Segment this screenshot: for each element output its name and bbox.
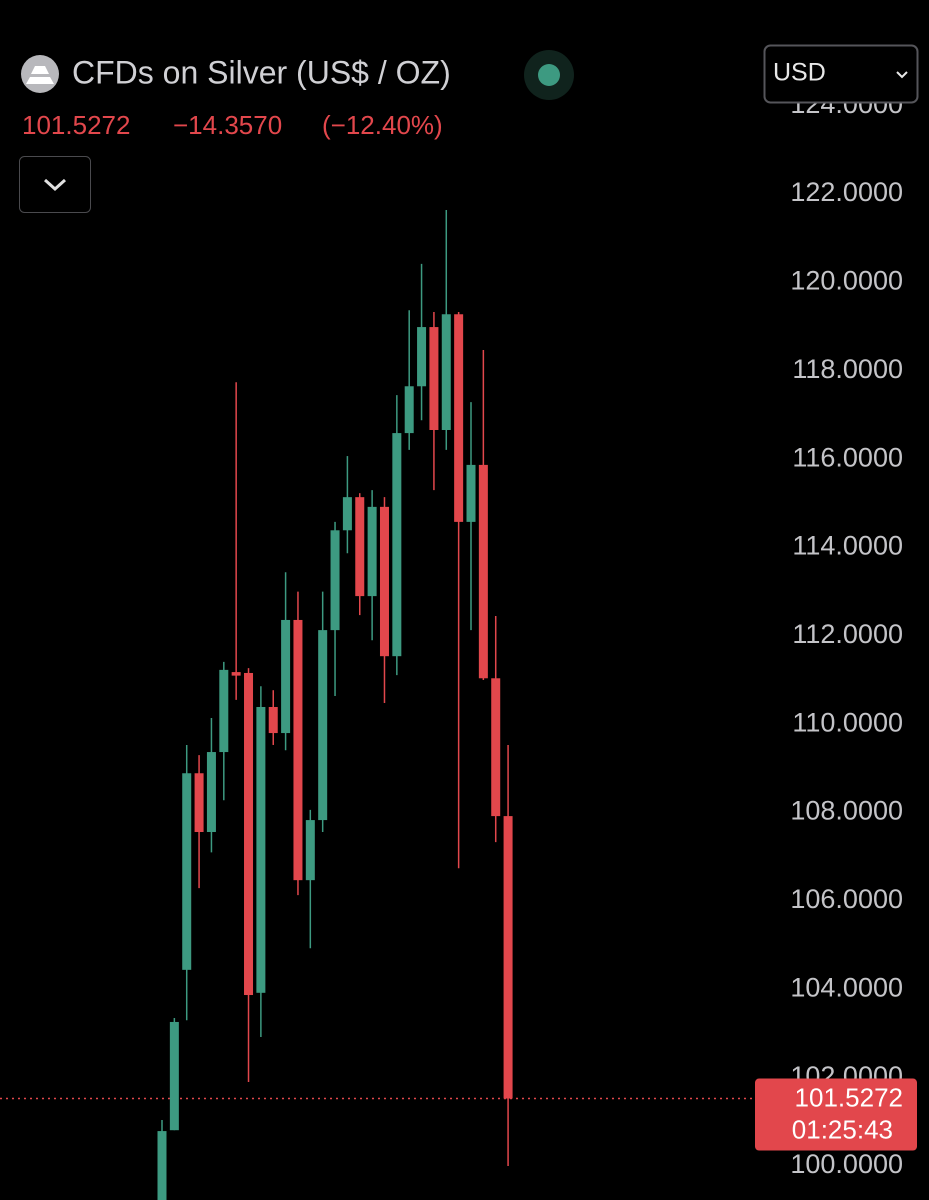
price-tag xyxy=(755,1078,917,1151)
candle-body xyxy=(330,530,340,631)
y-tick-label: 112.0000 xyxy=(792,619,903,649)
candle-body xyxy=(342,497,352,531)
price-tag-countdown: 01:25:43 xyxy=(792,1114,893,1144)
candle-body xyxy=(318,630,328,821)
currency-label: USD xyxy=(773,59,826,87)
last-price: 101.5272 xyxy=(22,110,130,140)
candle-body xyxy=(503,816,513,1099)
candle-body xyxy=(392,433,402,657)
currency-chevron xyxy=(896,71,908,79)
expand-button[interactable] xyxy=(19,156,91,213)
candle-body xyxy=(379,506,389,657)
price-change-percent: (−12.40%) xyxy=(322,110,443,140)
candle-body xyxy=(417,327,427,387)
currency-select[interactable] xyxy=(763,44,919,104)
y-tick-label: 110.0000 xyxy=(792,707,903,737)
candle-body xyxy=(219,669,229,753)
expand-chevron xyxy=(43,178,67,192)
candle-body xyxy=(293,619,303,881)
y-tick-label: 100.0000 xyxy=(790,1149,903,1179)
y-tick-label: 104.0000 xyxy=(790,972,903,1002)
candle-body xyxy=(305,820,315,881)
market-status xyxy=(538,64,560,86)
candle-body xyxy=(268,706,278,734)
candle-body xyxy=(429,327,439,430)
plot-area xyxy=(0,210,760,1200)
price-tag-value: 101.5272 xyxy=(795,1082,903,1112)
candle-body xyxy=(404,386,414,434)
symbol-icon-shape xyxy=(26,66,54,84)
candle-body xyxy=(157,1131,167,1200)
y-tick-label: 106.0000 xyxy=(790,884,903,914)
candle-body xyxy=(281,619,291,734)
y-tick-label: 118.0000 xyxy=(792,354,903,384)
symbol-title: CFDs on Silver (US$ / OZ) xyxy=(72,54,451,90)
candle-body xyxy=(182,773,192,970)
price-change: −14.3570 xyxy=(173,110,282,140)
candle-body xyxy=(367,506,377,597)
y-tick-label: 114.0000 xyxy=(792,531,903,561)
header: CFDs on Silver (US$ / OZ) 101.5272 −14.3… xyxy=(19,50,574,213)
candle-body xyxy=(491,678,501,817)
y-tick-label: 116.0000 xyxy=(792,442,903,472)
y-tick-label: 108.0000 xyxy=(790,796,903,826)
candle-body xyxy=(244,672,254,996)
candle-body xyxy=(466,464,476,522)
candle-body xyxy=(454,314,464,522)
y-tick-label: 120.0000 xyxy=(790,266,903,296)
y-tick-label: 122.0000 xyxy=(790,177,903,207)
candle-body xyxy=(169,1021,179,1131)
candle-body xyxy=(256,706,266,993)
candle-body xyxy=(231,672,241,676)
candle-body xyxy=(441,314,451,430)
candle-body xyxy=(478,464,488,679)
candle-body xyxy=(206,752,216,833)
candle-body xyxy=(194,773,204,833)
candle-body xyxy=(355,497,365,597)
